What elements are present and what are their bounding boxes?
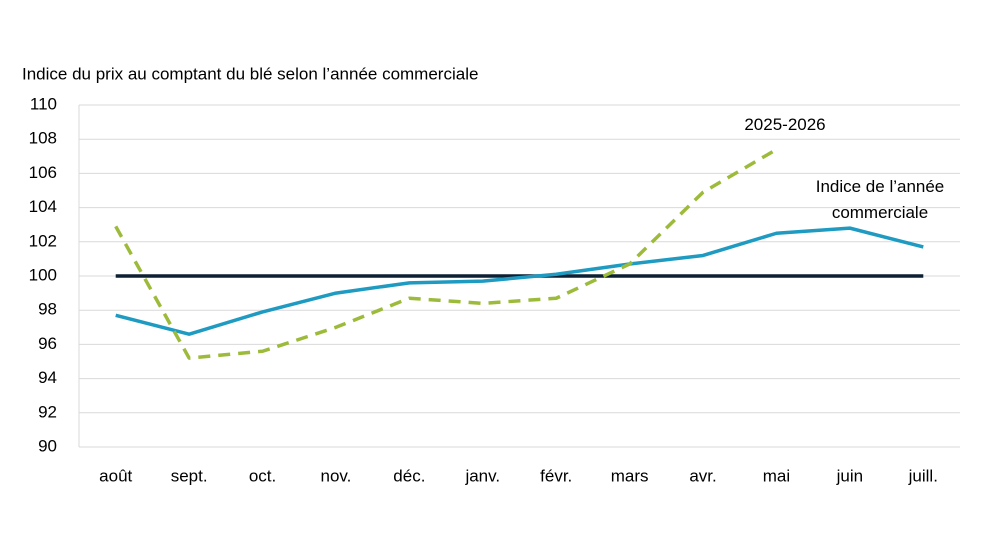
y-tick-label: 98: [38, 300, 57, 319]
series-label: 2025-2026: [744, 115, 826, 134]
x-tick-label: juill.: [908, 466, 938, 485]
y-tick-label: 108: [29, 129, 57, 148]
series-line: [114, 147, 778, 360]
series-label: Indice de l’année commerciale: [815, 177, 945, 222]
y-tick-label: 106: [29, 163, 57, 182]
x-tick-label: déc.: [393, 466, 425, 485]
x-tick-label: janv.: [464, 466, 500, 485]
x-tick-label: mai: [763, 466, 790, 485]
x-tick-label: avr.: [689, 466, 716, 485]
series-line: [115, 226, 924, 336]
y-tick-label: 92: [38, 402, 57, 421]
x-tick-label: août: [99, 466, 132, 485]
y-tick-label: 96: [38, 334, 57, 353]
y-tick-label: 104: [29, 197, 57, 216]
chart-title: Indice du prix au comptant du blé selon …: [22, 64, 478, 83]
x-tick-label: oct.: [249, 466, 276, 485]
y-tick-label: 94: [38, 368, 57, 387]
x-tick-label: mars: [611, 466, 649, 485]
x-tick-label: sept.: [171, 466, 208, 485]
x-tick-label: juin: [836, 466, 863, 485]
x-tick-label: févr.: [540, 466, 572, 485]
y-tick-label: 100: [29, 265, 57, 284]
y-tick-label: 90: [38, 436, 57, 455]
y-tick-label: 110: [30, 94, 57, 113]
y-tick-label: 102: [29, 231, 57, 250]
x-tick-label: nov.: [321, 466, 352, 485]
